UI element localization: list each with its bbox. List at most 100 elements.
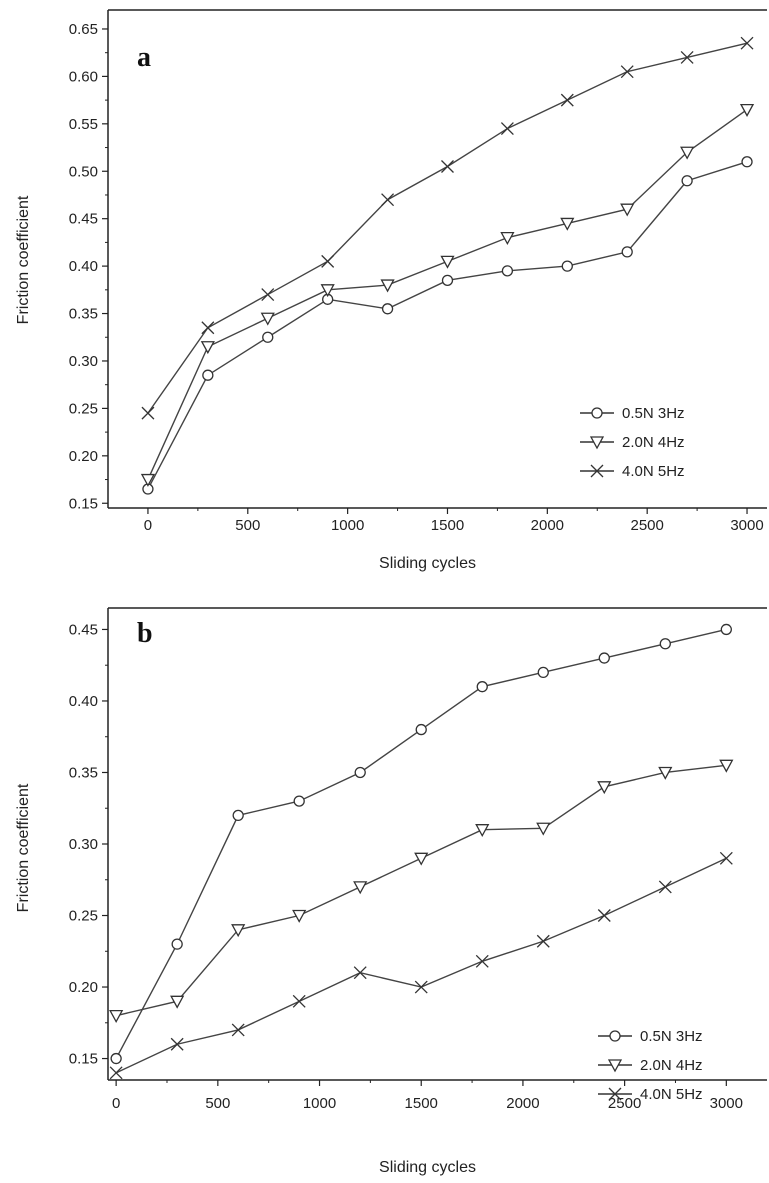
legend-marker (589, 436, 605, 450)
y-tick-label: 0.45 (69, 621, 98, 638)
data-point (501, 265, 514, 277)
series-line (147, 42, 748, 414)
x-tick-label: 3000 (730, 517, 763, 534)
y-tick-label: 0.15 (69, 495, 98, 512)
data-point (353, 966, 367, 980)
y-tick-label: 0.25 (69, 908, 98, 925)
data-point (380, 279, 395, 293)
data-point (680, 50, 694, 64)
legend-marker (590, 464, 604, 478)
y-tick-label: 0.45 (69, 211, 98, 228)
data-point (293, 795, 305, 807)
data-point (739, 103, 755, 117)
chart-panel-a: 0 500 1000 1500 2000 2500 3000 0.15 0.20 0.25 0.30… (15, 9, 767, 572)
data-point (560, 93, 574, 107)
data-point (141, 406, 155, 420)
data-point (201, 321, 215, 335)
data-point (597, 909, 611, 922)
data-point (381, 193, 395, 207)
data-point (719, 851, 733, 865)
data-point (261, 288, 275, 302)
legend-label: 0.5N 3Hz (622, 405, 685, 422)
y-tick-label: 0.55 (69, 116, 98, 133)
panel-label: a (137, 42, 151, 73)
data-point (109, 1009, 124, 1023)
data-point (109, 1066, 123, 1080)
data-point (621, 246, 633, 258)
data-point (561, 260, 573, 272)
data-point (740, 36, 754, 50)
series-line (115, 764, 727, 1017)
data-point (658, 766, 673, 780)
x-tick-label: 2000 (531, 517, 564, 534)
data-point (200, 341, 215, 355)
series-line (147, 109, 748, 480)
data-point (719, 759, 734, 773)
data-point (381, 303, 394, 315)
data-point (720, 623, 732, 636)
data-point (560, 217, 575, 231)
y-axis-title: Friction coefficient (15, 783, 32, 912)
data-point (475, 954, 489, 968)
data-point (171, 938, 183, 950)
x-tick-label: 1500 (405, 1095, 438, 1112)
x-axis-title: Sliding cycles (379, 1159, 476, 1176)
data-point (320, 284, 335, 298)
x-tick-label: 0 (144, 517, 152, 534)
y-tick-label: 0.35 (69, 306, 98, 323)
legend-marker (608, 1087, 622, 1101)
panel-label: b (137, 618, 153, 649)
legend-label: 4.0N 5Hz (640, 1086, 703, 1103)
x-tick-label: 2000 (506, 1095, 539, 1112)
y-tick-label: 0.50 (69, 163, 98, 180)
data-point (440, 255, 455, 269)
data-point (202, 369, 214, 381)
data-point (500, 122, 514, 136)
data-point (260, 312, 275, 326)
x-tick-label: 500 (205, 1095, 230, 1112)
data-point (597, 781, 612, 795)
data-point (292, 909, 307, 923)
data-point (741, 156, 753, 168)
y-tick-label: 0.20 (69, 979, 98, 996)
data-point (170, 1037, 184, 1051)
legend-marker (609, 1030, 621, 1042)
y-axis-title: Friction coefficient (15, 195, 32, 324)
x-tick-label: 1000 (303, 1095, 336, 1112)
data-point (658, 880, 672, 894)
y-tick-label: 0.25 (69, 400, 98, 417)
data-point (681, 175, 693, 187)
x-axis-title: Sliding cycles (379, 555, 476, 572)
data-point (536, 934, 550, 948)
data-point (292, 994, 306, 1008)
data-point (620, 65, 634, 79)
data-point (414, 852, 429, 866)
data-point (536, 822, 551, 836)
y-tick-label: 0.30 (69, 836, 98, 853)
data-point (441, 274, 454, 286)
y-tick-label: 0.20 (69, 448, 98, 465)
data-point (680, 146, 695, 160)
data-point (500, 232, 515, 246)
data-point (140, 473, 156, 487)
data-point (475, 824, 490, 838)
data-point (110, 1052, 122, 1065)
data-point (354, 766, 366, 779)
data-point (620, 203, 635, 217)
x-tick-label: 3000 (710, 1095, 743, 1112)
y-tick-label: 0.40 (69, 258, 98, 275)
data-point (353, 881, 368, 895)
data-point (598, 652, 610, 664)
x-tick-label: 2500 (608, 1095, 641, 1112)
y-tick-label: 0.15 (69, 1051, 98, 1068)
legend-label: 2.0N 4Hz (640, 1057, 703, 1074)
data-point (414, 980, 428, 994)
legend-label: 0.5N 3Hz (640, 1028, 703, 1045)
legend-label: 2.0N 4Hz (622, 434, 685, 451)
data-point (321, 254, 335, 268)
x-tick-label: 1500 (431, 517, 464, 534)
y-tick-label: 0.35 (69, 764, 98, 781)
y-tick-label: 0.30 (69, 353, 98, 370)
data-point (659, 638, 671, 650)
